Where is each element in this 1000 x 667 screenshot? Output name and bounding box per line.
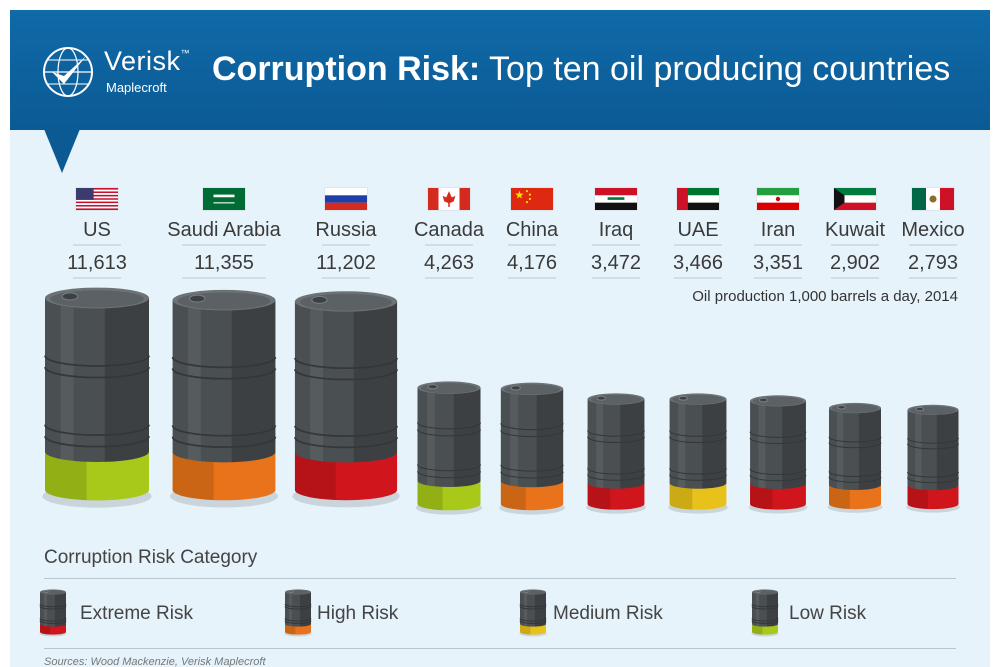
data-label: 2,793 — [908, 252, 958, 274]
chart-column-iraq: Iraq 3,472 — [586, 187, 646, 514]
tick-label: Iraq — [599, 219, 633, 241]
tick-label: Kuwait — [825, 219, 885, 241]
title-bold: Corruption Risk: — [212, 50, 481, 88]
saudi-arabia-flag-icon — [202, 187, 246, 211]
legend-barrel — [284, 589, 312, 637]
legend-item-high: High Risk — [283, 588, 398, 638]
logo-subtitle: Maplecroft — [106, 80, 167, 95]
chart-column-kuwait: Kuwait 2,902 — [825, 187, 885, 513]
chart-column-canada: Canada 4,263 — [414, 187, 485, 515]
tick-label: Saudi Arabia — [167, 219, 281, 241]
iraq-flag-icon — [594, 187, 638, 211]
legend-divider-bottom — [44, 648, 956, 649]
data-label: 3,466 — [673, 252, 723, 274]
chart-column-us: US 11,613 — [42, 187, 152, 508]
uae-flag-icon — [676, 187, 720, 211]
low-risk-barrel-icon — [751, 589, 779, 637]
chart-column-mexico: Mexico 2,793 — [901, 187, 965, 513]
data-barrel — [415, 381, 483, 515]
chart-column-russia: Russia 11,202 — [292, 187, 400, 508]
header-pointer — [44, 129, 80, 173]
data-label: 3,472 — [591, 252, 641, 274]
data-label: 4,176 — [507, 252, 557, 274]
data-barrel — [292, 291, 400, 508]
mexico-flag-icon — [911, 187, 955, 211]
russia-flag-icon — [324, 187, 368, 211]
header-banner — [10, 10, 990, 130]
page-title: Corruption Risk: Top ten oil producing c… — [212, 50, 950, 89]
data-barrel — [170, 289, 278, 508]
data-barrel — [906, 404, 960, 513]
legend-barrel — [39, 589, 67, 637]
kuwait-flag-icon — [833, 187, 877, 211]
tick-label: Russia — [315, 219, 377, 241]
title-rest: Top ten oil producing countries — [480, 50, 951, 88]
legend-label: Medium Risk — [553, 603, 663, 624]
chart-column-china: China 4,176 — [499, 187, 565, 515]
iran-flag-icon — [756, 187, 800, 211]
legend-divider-top — [44, 578, 956, 579]
tick-label: China — [506, 219, 559, 241]
legend-label: Low Risk — [789, 603, 867, 624]
source-note: Sources: Wood Mackenzie, Verisk Maplecro… — [44, 656, 266, 667]
legend-label: High Risk — [317, 603, 399, 624]
data-barrel — [586, 393, 646, 514]
tick-label: UAE — [677, 219, 718, 241]
legend-barrel — [519, 589, 547, 637]
tick-label: Iran — [761, 219, 795, 241]
data-label: 3,351 — [753, 252, 803, 274]
data-barrel — [42, 287, 152, 508]
medium-risk-barrel-icon — [519, 589, 547, 637]
high-risk-barrel-icon — [284, 589, 312, 637]
extreme-risk-barrel-icon — [39, 589, 67, 637]
data-label: 2,902 — [830, 252, 880, 274]
logo-wordmark: Verisk™ — [104, 46, 191, 76]
us-flag-icon — [75, 187, 119, 211]
tick-label: Mexico — [901, 219, 964, 241]
tick-label: US — [83, 219, 111, 241]
data-barrel — [748, 395, 808, 514]
verisk-globe-icon — [43, 47, 93, 97]
chart-column-iran: Iran 3,351 — [748, 187, 808, 514]
data-label: 11,355 — [194, 252, 254, 274]
data-barrel — [827, 402, 883, 513]
legend-label: Extreme Risk — [80, 603, 193, 624]
legend-title: Corruption Risk Category — [44, 547, 258, 568]
unit-note: Oil production 1,000 barrels a day, 2014 — [692, 288, 958, 305]
chart-column-saudi-arabia: Saudi Arabia 11,355 — [167, 187, 282, 508]
tick-label: Canada — [414, 219, 485, 241]
chart-column-uae: UAE 3,466 — [668, 187, 728, 514]
legend-item-medium: Medium Risk — [518, 588, 663, 638]
legend-barrel — [751, 589, 779, 637]
legend-item-low: Low Risk — [750, 588, 866, 638]
legend-item-extreme: Extreme Risk — [38, 588, 193, 638]
data-barrel — [668, 393, 728, 514]
data-label: 4,263 — [424, 252, 474, 274]
data-barrel — [499, 382, 565, 515]
canada-flag-icon — [427, 187, 471, 211]
data-label: 11,613 — [67, 252, 127, 274]
data-label: 11,202 — [316, 252, 376, 274]
china-flag-icon — [510, 187, 554, 211]
